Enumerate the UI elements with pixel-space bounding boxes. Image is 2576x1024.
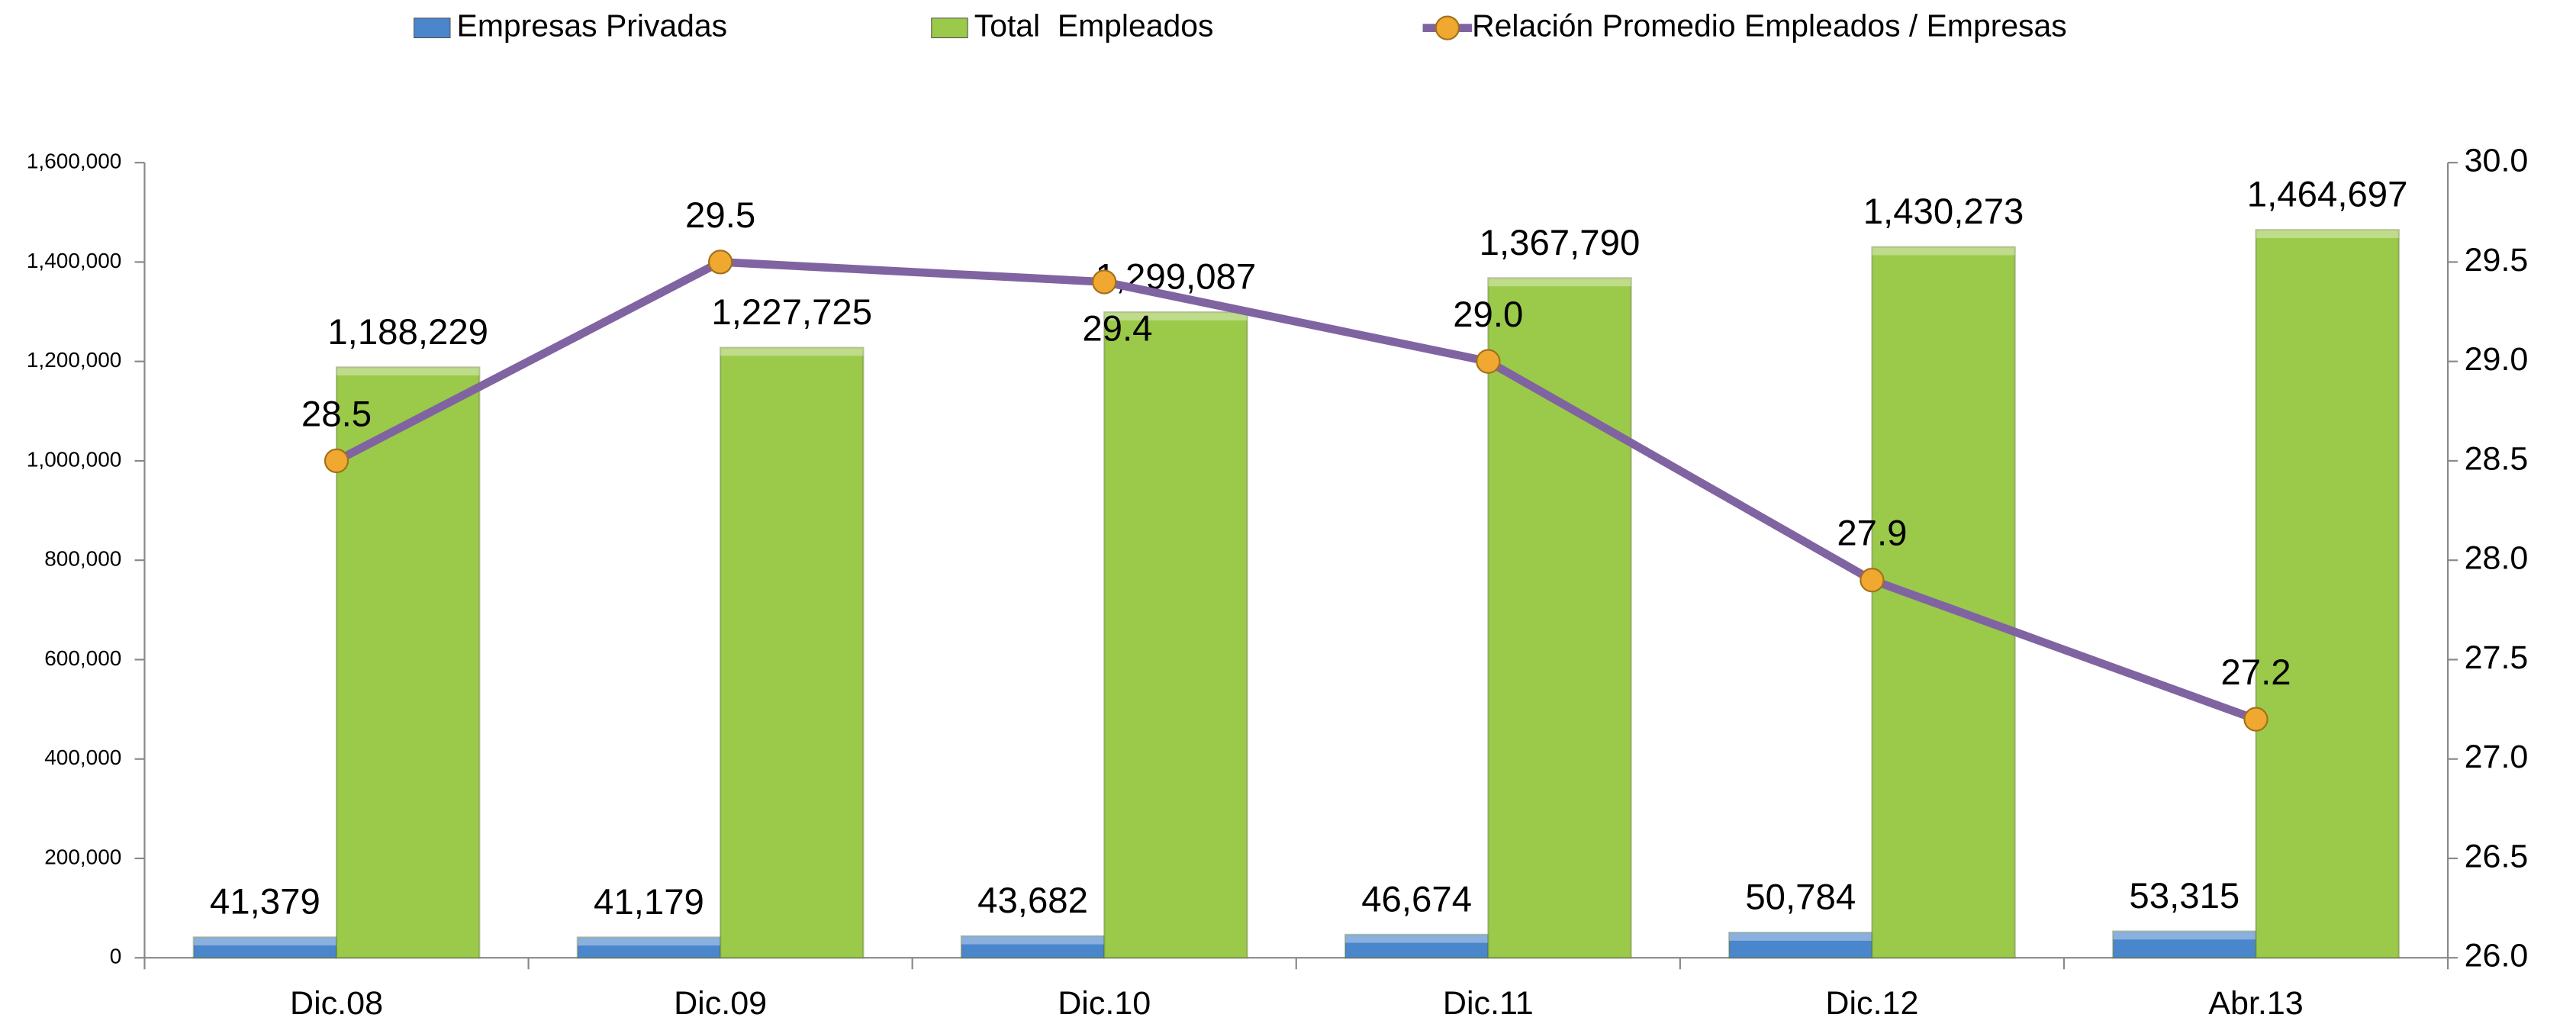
bar-shine <box>720 347 864 356</box>
y-tick-label: 200,000 <box>44 845 121 868</box>
line-marker <box>1092 269 1117 295</box>
bar-value-label: 1,227,725 <box>711 292 872 333</box>
bar-value-label: 50,784 <box>1745 877 1856 918</box>
y-tick-label: 1,400,000 <box>27 249 121 272</box>
y-tick-label: 600,000 <box>44 646 121 670</box>
y-tick-label: 1,000,000 <box>27 447 121 471</box>
bar-shine <box>577 937 721 946</box>
x-tick-label: Dic.09 <box>674 985 767 1022</box>
bar <box>1487 277 1632 959</box>
line-value-label: 28.5 <box>301 394 372 434</box>
bar-value-label: 53,315 <box>2129 876 2240 916</box>
line-marker <box>324 448 349 474</box>
bar-value-label: 1,299,087 <box>1096 257 1257 298</box>
legend-swatch <box>931 18 968 39</box>
bar-shine <box>2113 931 2256 940</box>
y2-tick-label: 30.0 <box>2465 143 2529 179</box>
legend-marker <box>1435 15 1460 40</box>
bar-value-label: 41,379 <box>210 882 320 923</box>
y2-tick-label: 27.0 <box>2465 739 2529 775</box>
bar-value-label: 1,188,229 <box>327 312 488 353</box>
x-tick-label: Abr.13 <box>2208 985 2303 1022</box>
y-tick-label: 1,600,000 <box>27 150 121 173</box>
legend-label: Total Empleados <box>974 8 1214 43</box>
line <box>334 258 2258 723</box>
line-marker <box>2243 707 2268 732</box>
bar-value-label: 41,179 <box>594 882 704 923</box>
y2-tick-label: 27.5 <box>2465 639 2529 676</box>
y-tick-label: 1,200,000 <box>27 348 121 372</box>
y2-tick-label: 26.0 <box>2465 938 2529 974</box>
y2-tick-label: 29.5 <box>2465 242 2529 279</box>
bar <box>576 936 722 959</box>
x-tick-label: Dic.10 <box>1058 985 1151 1022</box>
line-value-label: 27.9 <box>1837 514 1907 554</box>
legend-label: Empresas Privadas <box>457 8 728 43</box>
x-tick-label: Dic.12 <box>1825 985 1918 1022</box>
bar-shine <box>1104 312 1248 320</box>
bar-shine <box>336 367 480 376</box>
bar <box>1103 311 1248 959</box>
bar <box>1728 932 1873 959</box>
y2-tick-label: 28.5 <box>2465 440 2529 477</box>
bar-value-label: 1,430,273 <box>1863 192 2024 232</box>
bar <box>720 346 865 959</box>
bar-shine <box>2256 230 2399 239</box>
bar-value-label: 1,464,697 <box>2247 175 2408 215</box>
bar-shine <box>961 935 1105 945</box>
bar-value-label: 46,674 <box>1361 879 1472 919</box>
y-tick-label: 0 <box>110 945 122 968</box>
y2-tick-label: 26.5 <box>2465 838 2529 874</box>
bar-shine <box>1488 278 1631 287</box>
line-value-label: 29.0 <box>1453 295 1523 335</box>
bar-value-label: 1,367,790 <box>1480 223 1641 263</box>
legend-label: Relación Promedio Empleados / Empresas <box>1472 8 2067 43</box>
line-value-label: 27.2 <box>2220 652 2291 693</box>
y-tick-label: 400,000 <box>44 745 121 769</box>
line-marker <box>707 250 733 275</box>
x-tick-label: Dic.08 <box>290 985 383 1022</box>
x-tick-label: Dic.11 <box>1443 985 1534 1022</box>
bar-shine <box>193 937 337 946</box>
bar-shine <box>1729 932 1872 941</box>
bar <box>335 366 481 959</box>
y2-tick-label: 29.0 <box>2465 341 2529 378</box>
legend-swatch <box>414 18 451 39</box>
bar-shine <box>1344 934 1489 943</box>
line-marker <box>1476 349 1501 374</box>
y-tick-label: 800,000 <box>44 547 121 571</box>
bar <box>2112 930 2257 959</box>
line-value-label: 29.5 <box>685 195 755 236</box>
bar-value-label: 43,682 <box>977 881 1088 921</box>
line-value-label: 29.4 <box>1082 309 1152 349</box>
bar-shine <box>1872 246 2015 256</box>
y2-tick-label: 28.0 <box>2465 540 2529 577</box>
bar <box>2255 229 2400 959</box>
line-marker <box>1860 568 1885 593</box>
